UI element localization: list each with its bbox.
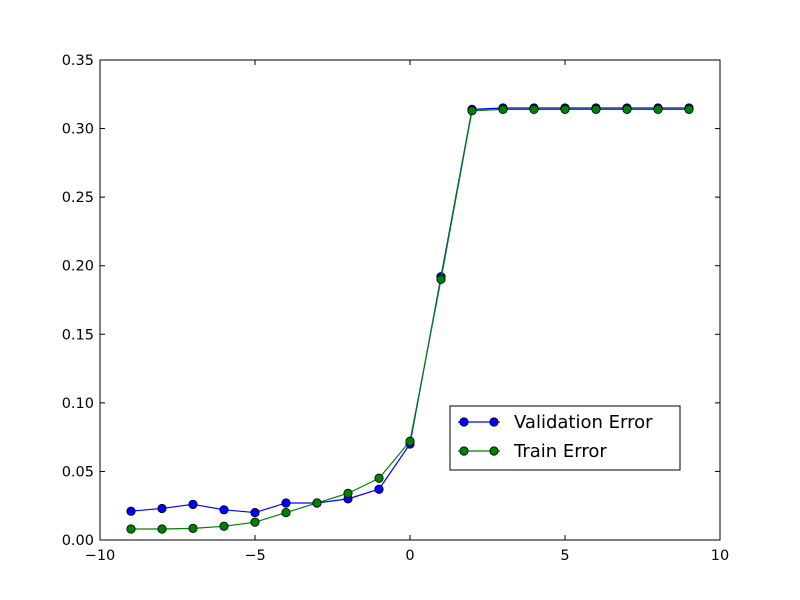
data-point-validation-error: [281, 498, 291, 508]
data-point-train-error: [684, 104, 694, 114]
data-point-train-error: [343, 488, 353, 498]
legend-marker: [489, 417, 499, 427]
data-point-train-error: [312, 498, 322, 508]
legend: Validation Error Train Error: [449, 405, 681, 471]
x-tick-label: 0: [405, 548, 414, 564]
data-point-validation-error: [250, 507, 260, 518]
legend-marker: [489, 446, 499, 456]
data-point-train-error: [653, 104, 663, 114]
data-point-train-error: [157, 524, 167, 534]
data-point-train-error: [467, 106, 477, 116]
y-tick-label: 0.10: [62, 396, 94, 412]
x-tick-label: 10: [711, 548, 729, 564]
y-tick-label: 0.30: [62, 122, 94, 138]
legend-label: Train Error: [513, 441, 607, 462]
data-point-train-error: [374, 473, 384, 483]
legend-entry-validation-error: Validation Error: [458, 412, 653, 433]
data-point-train-error: [436, 274, 446, 285]
legend-box: [449, 405, 681, 471]
tick-labels: −10 −5 0 5 10 0.00 0.05 0.10 0.15 0.20 0.25 0.30 0.3…: [62, 53, 730, 564]
data-point-train-error: [126, 524, 136, 534]
legend-label: Validation Error: [514, 412, 653, 433]
data-point-train-error: [188, 523, 198, 533]
legend-entry-train-error: Train Error: [458, 441, 607, 462]
data-point-train-error: [560, 104, 570, 114]
data-point-train-error: [498, 104, 508, 114]
data-point-train-error: [529, 104, 539, 114]
y-tick-label: 0.35: [62, 53, 94, 69]
data-point-validation-error: [126, 506, 136, 516]
data-point-train-error: [250, 517, 260, 527]
x-tick-label: 5: [560, 548, 569, 564]
y-tick-label: 0.20: [62, 259, 94, 275]
data-point-validation-error: [157, 503, 167, 514]
y-tick-label: 0.05: [62, 464, 94, 480]
y-tick-label: 0.00: [62, 533, 94, 549]
data-point-train-error: [405, 436, 415, 446]
plot-frame: [99, 59, 721, 541]
series-train-error: [126, 104, 694, 534]
legend-marker: [459, 417, 469, 427]
data-point-train-error: [591, 104, 601, 114]
x-tick-label: −10: [85, 548, 116, 564]
data-point-train-error: [219, 521, 229, 531]
data-point-train-error: [281, 507, 291, 518]
data-point-validation-error: [374, 484, 384, 494]
series-layer: [126, 103, 694, 534]
legend-marker: [459, 446, 469, 456]
y-tick-label: 0.25: [62, 190, 94, 206]
y-tick-label: 0.15: [62, 327, 94, 343]
x-tick-label: −5: [244, 548, 265, 564]
data-point-validation-error: [219, 505, 229, 515]
data-point-validation-error: [188, 499, 198, 509]
data-point-train-error: [622, 104, 632, 114]
